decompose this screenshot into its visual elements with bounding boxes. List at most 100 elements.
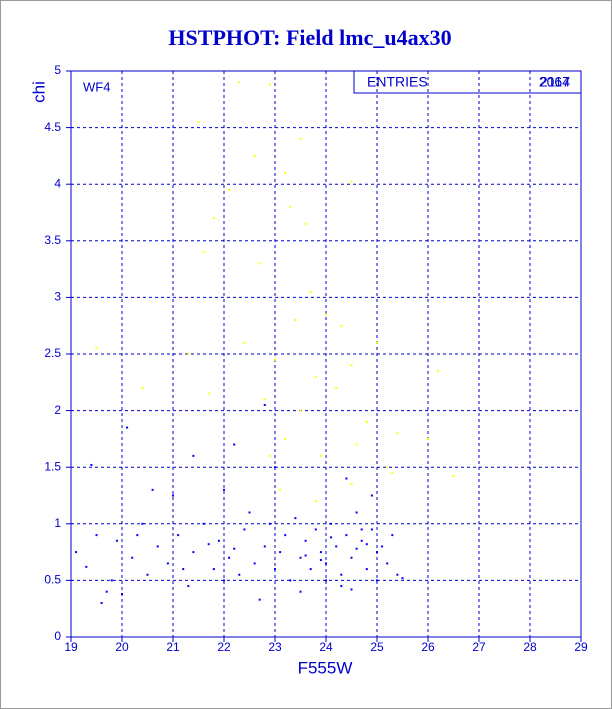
data-point	[207, 392, 210, 395]
data-point	[110, 579, 113, 582]
data-point	[105, 590, 108, 593]
data-point	[335, 386, 338, 389]
data-point	[212, 568, 215, 571]
data-point	[401, 577, 404, 580]
data-point	[325, 313, 327, 316]
stats-box	[353, 70, 582, 94]
data-point	[314, 528, 317, 531]
data-point	[95, 347, 98, 350]
data-point	[151, 488, 154, 491]
x-tick-label: 27	[472, 640, 486, 654]
data-point	[391, 471, 394, 474]
data-point	[299, 137, 302, 140]
data-point	[299, 590, 302, 593]
x-tick-label: 26	[421, 640, 435, 654]
data-point	[95, 534, 98, 537]
stats-label: ENTRIES	[367, 74, 428, 90]
x-tick-label: 25	[370, 640, 384, 654]
y-tick-label: 0.5	[44, 573, 61, 587]
data-point	[340, 573, 343, 576]
data-point	[253, 562, 256, 565]
data-point	[238, 81, 241, 84]
x-tick-label: 22	[217, 640, 231, 654]
data-point	[376, 341, 378, 344]
data-point	[274, 466, 276, 469]
data-point	[115, 539, 118, 542]
data-point	[355, 547, 358, 550]
data-point	[233, 547, 236, 550]
data-point	[335, 545, 338, 548]
data-point	[299, 409, 302, 412]
data-point	[319, 454, 322, 457]
data-point	[370, 494, 373, 497]
data-point	[156, 545, 159, 548]
data-point	[355, 443, 358, 446]
data-point	[187, 353, 190, 355]
data-point	[360, 528, 363, 531]
data-point	[381, 545, 384, 548]
y-tick-label: 0	[54, 629, 61, 643]
data-point	[182, 568, 185, 571]
data-point	[370, 528, 373, 531]
data-point	[131, 556, 134, 559]
data-point	[202, 251, 205, 254]
panel-label: WF4	[83, 79, 110, 94]
data-point	[304, 222, 307, 225]
data-point	[75, 551, 78, 554]
data-point	[274, 568, 276, 571]
data-point	[376, 579, 378, 582]
data-point	[279, 488, 282, 491]
data-point	[279, 551, 282, 554]
x-tick-label: 28	[523, 640, 537, 654]
data-point	[396, 573, 399, 576]
y-tick-label: 3.5	[44, 233, 61, 247]
data-point	[452, 475, 455, 478]
data-point	[263, 545, 266, 548]
x-tick-label: 20	[115, 640, 129, 654]
data-point	[355, 511, 358, 514]
data-point	[284, 171, 287, 174]
data-point	[141, 522, 144, 525]
data-point	[217, 539, 220, 542]
data-point	[274, 358, 276, 361]
data-point	[187, 585, 190, 588]
data-point	[319, 551, 322, 554]
data-point	[212, 217, 215, 220]
data-point	[243, 341, 246, 344]
data-point	[319, 559, 322, 562]
plot-frame	[70, 70, 582, 638]
data-point	[126, 426, 129, 429]
data-point	[437, 369, 440, 372]
data-point	[391, 534, 394, 537]
data-point	[223, 488, 225, 491]
data-point	[263, 403, 266, 406]
data-point	[365, 420, 368, 423]
data-point	[376, 551, 378, 554]
y-tick-label: 2	[54, 403, 61, 417]
stats-value: 2064	[539, 74, 570, 90]
data-point	[284, 437, 287, 440]
data-point	[345, 477, 348, 480]
data-point	[299, 556, 302, 559]
data-point	[386, 562, 389, 565]
chart-title: HSTPHOT: Field lmc_u4ax30	[168, 25, 451, 50]
data-point	[85, 565, 88, 568]
data-point	[146, 573, 149, 576]
data-point	[340, 585, 343, 588]
data-point	[228, 188, 231, 191]
data-point	[121, 592, 123, 595]
y-tick-label: 4.5	[44, 120, 61, 134]
data-point	[258, 262, 261, 265]
data-point	[207, 543, 210, 546]
x-tick-label: 23	[268, 640, 282, 654]
data-point	[325, 579, 327, 582]
data-point	[294, 517, 297, 520]
data-point	[90, 463, 93, 466]
data-point	[304, 539, 307, 542]
data-point	[223, 579, 225, 582]
data-point	[365, 568, 368, 571]
x-tick-label: 19	[64, 640, 78, 654]
data-point	[309, 568, 312, 571]
data-point	[197, 120, 200, 123]
data-point	[268, 522, 271, 525]
